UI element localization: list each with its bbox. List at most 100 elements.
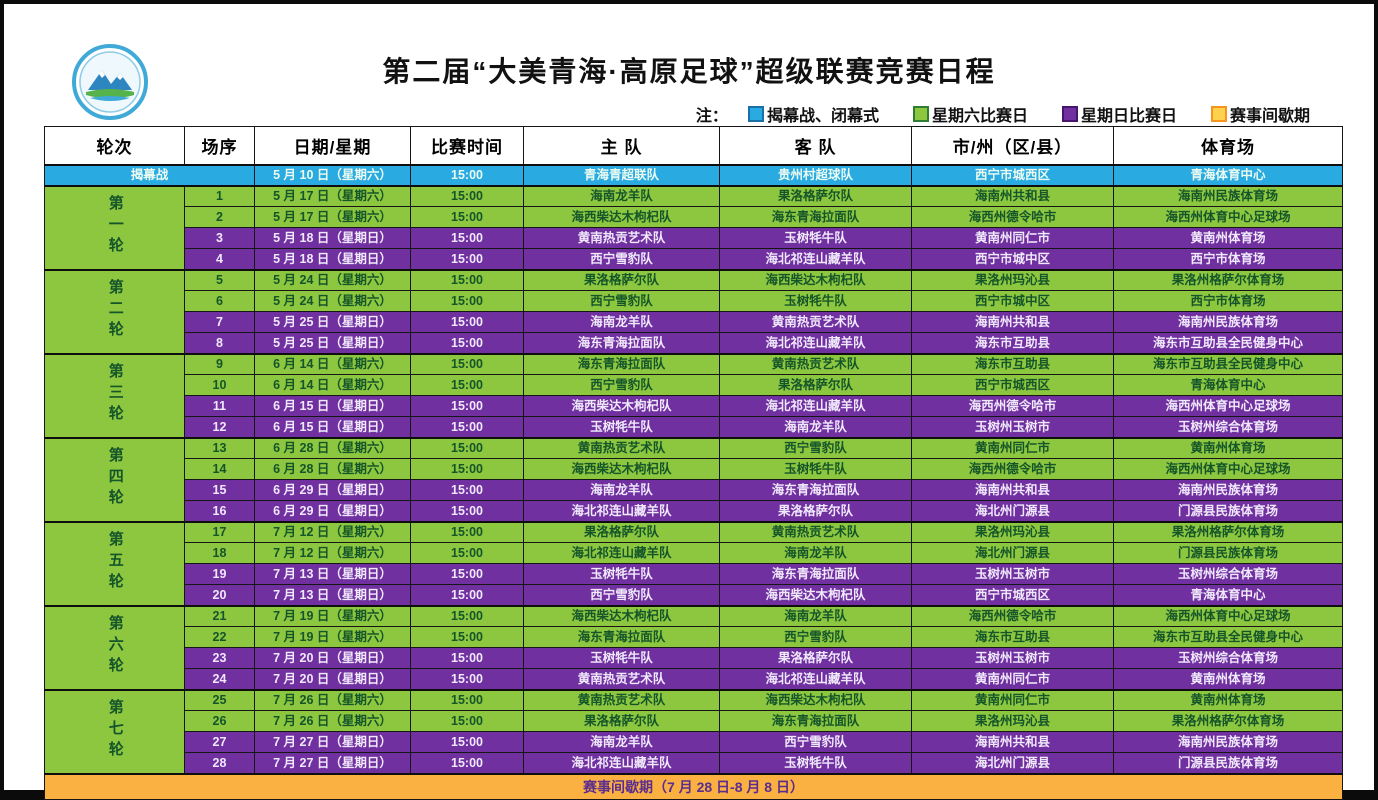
match-number-cell: 4 xyxy=(184,248,255,270)
match-number-cell: 6 xyxy=(184,290,255,312)
column-header: 主 队 xyxy=(523,126,720,165)
away-team-cell: 海东青海拉面队 xyxy=(719,206,912,228)
home-team-cell: 海南龙羊队 xyxy=(523,184,720,207)
round-label-cell: 第二轮 xyxy=(44,268,185,354)
match-row: 19 7 月 13 日（星期日） 15:00 玉树牦牛队 海东青海拉面队 玉树州玉树市 玉树… xyxy=(45,563,1343,585)
away-team-cell: 海东青海拉面队 xyxy=(719,479,912,501)
home-team-cell: 海南龙羊队 xyxy=(523,731,720,753)
date-cell: 7 月 19 日（星期六） xyxy=(254,626,411,648)
break-period-row: 赛事间歇期（7 月 28 日-8 月 8 日） xyxy=(44,772,1343,800)
time-cell: 15:00 xyxy=(410,710,524,732)
date-cell: 6 月 15 日（星期日） xyxy=(254,416,411,438)
match-row: 22 7 月 19 日（星期六） 15:00 海东青海拉面队 西宁雪豹队 海东市互助县 海东… xyxy=(45,626,1343,648)
away-team-cell: 果洛格萨尔队 xyxy=(719,647,912,669)
time-cell: 15:00 xyxy=(410,311,524,333)
away-team-cell: 海西柴达木枸杞队 xyxy=(719,688,912,711)
round-label: 第三轮 xyxy=(106,362,124,426)
match-row: 11 6 月 15 日（星期日） 15:00 海西柴达木枸杞队 海北祁连山藏羊队 海西州德… xyxy=(45,395,1343,417)
date-cell: 6 月 14 日（星期六） xyxy=(254,352,411,375)
schedule-table: 轮次 场序 日期/星期 比赛时间主 队客 队市/州（区/县） 体育场 揭幕战 5 月 10… xyxy=(44,126,1343,800)
date-cell: 7 月 26 日（星期六） xyxy=(254,710,411,732)
legend-note-label: 注： xyxy=(695,108,728,125)
location-cell: 海北州门源县 xyxy=(911,542,1114,564)
time-cell: 15:00 xyxy=(410,436,524,459)
venue-cell: 海南州民族体育场 xyxy=(1113,311,1343,333)
date-cell: 7 月 27 日（星期日） xyxy=(254,752,411,774)
match-number-cell: 17 xyxy=(184,520,255,543)
location-cell: 海东市互助县 xyxy=(911,332,1114,354)
time-cell: 15:00 xyxy=(410,626,524,648)
round-label: 第一轮 xyxy=(106,194,124,258)
time-cell: 15:00 xyxy=(410,563,524,585)
match-row: 15 6 月 29 日（星期日） 15:00 海南龙羊队 海东青海拉面队 海南州共和县 海南… xyxy=(45,479,1343,501)
date-cell: 5 月 24 日（星期六） xyxy=(254,268,411,291)
time-cell: 15:00 xyxy=(410,500,524,522)
location-cell: 西宁市城西区 xyxy=(911,374,1114,396)
away-team-cell: 玉树牦牛队 xyxy=(719,458,912,480)
match-number-cell: 14 xyxy=(184,458,255,480)
time-cell: 15:00 xyxy=(410,731,524,753)
away-team-cell: 玉树牦牛队 xyxy=(719,227,912,249)
round-label: 第二轮 xyxy=(106,278,124,342)
date-cell: 7 月 19 日（星期六） xyxy=(254,604,411,627)
time-cell: 15:00 xyxy=(410,688,524,711)
league-logo xyxy=(72,44,148,120)
home-team-cell: 海东青海拉面队 xyxy=(523,626,720,648)
match-number-cell: 3 xyxy=(184,227,255,249)
home-team-cell: 黄南热贡艺术队 xyxy=(523,227,720,249)
match-number-cell: 19 xyxy=(184,563,255,585)
away-team-cell: 海南龙羊队 xyxy=(719,604,912,627)
away-team-cell: 黄南热贡艺术队 xyxy=(719,311,912,333)
match-row: 10 6 月 14 日（星期六） 15:00 西宁雪豹队 果洛格萨尔队 西宁市城西区 青海体… xyxy=(45,374,1343,396)
location-cell: 海南州共和县 xyxy=(911,184,1114,207)
legend-item-label: 赛事间歇期 xyxy=(1229,108,1310,125)
time-cell: 15:00 xyxy=(410,184,524,207)
date-cell: 5 月 10 日（星期六） xyxy=(254,163,411,186)
home-team-cell: 西宁雪豹队 xyxy=(523,584,720,606)
away-team-cell: 果洛格萨尔队 xyxy=(719,184,912,207)
match-number-cell: 24 xyxy=(184,668,255,690)
home-team-cell: 海东青海拉面队 xyxy=(523,352,720,375)
page-title: 第二届“大美青海·高原足球”超级联赛竞赛日程 xyxy=(382,56,996,87)
match-row: 第二轮 5 5 月 24 日（星期六） 15:00 果洛格萨尔队 海西柴达木枸杞队 果洛州玛… xyxy=(44,268,1343,354)
location-cell: 海北州门源县 xyxy=(911,752,1114,774)
home-team-cell: 黄南热贡艺术队 xyxy=(523,688,720,711)
venue-cell: 海东市互助县全民健身中心 xyxy=(1113,352,1343,375)
round-label: 第五轮 xyxy=(106,530,124,594)
venue-cell: 门源县民族体育场 xyxy=(1113,542,1343,564)
date-cell: 7 月 20 日（星期日） xyxy=(254,647,411,669)
opening-label-cell: 揭幕战 xyxy=(44,163,255,186)
venue-cell: 黄南州体育场 xyxy=(1113,436,1343,459)
location-cell: 玉树州玉树市 xyxy=(911,563,1114,585)
match-number-cell: 23 xyxy=(184,647,255,669)
page-header: 第二届“大美青海·高原足球”超级联赛竞赛日程 注： 揭幕战、闭幕式 星期六比赛日 星… xyxy=(4,4,1374,125)
location-cell: 果洛州玛沁县 xyxy=(911,520,1114,543)
location-cell: 海南州共和县 xyxy=(911,731,1114,753)
time-cell: 15:00 xyxy=(410,206,524,228)
round-label-cell: 第三轮 xyxy=(44,352,185,438)
venue-cell: 果洛州格萨尔体育场 xyxy=(1113,710,1343,732)
date-cell: 6 月 28 日（星期六） xyxy=(254,436,411,459)
match-number-cell: 9 xyxy=(184,352,255,375)
column-header: 轮次 xyxy=(44,126,185,165)
home-team-cell: 西宁雪豹队 xyxy=(523,248,720,270)
date-cell: 6 月 14 日（星期六） xyxy=(254,374,411,396)
legend-item-1: 星期六比赛日 xyxy=(912,102,1028,126)
time-cell: 15:00 xyxy=(410,395,524,417)
away-team-cell: 海西柴达木枸杞队 xyxy=(719,584,912,606)
table-header-row: 轮次 场序 日期/星期 比赛时间主 队客 队市/州（区/县） 体育场 xyxy=(44,126,1343,165)
venue-cell: 果洛州格萨尔体育场 xyxy=(1113,268,1343,291)
venue-cell: 海西州体育中心足球场 xyxy=(1113,604,1343,627)
match-number-cell: 10 xyxy=(184,374,255,396)
legend-item-3: 赛事间歇期 xyxy=(1210,102,1310,126)
home-team-cell: 海西柴达木枸杞队 xyxy=(523,604,720,627)
venue-cell: 西宁市体育场 xyxy=(1113,248,1343,270)
date-cell: 6 月 29 日（星期日） xyxy=(254,500,411,522)
date-cell: 5 月 17 日（星期六） xyxy=(254,206,411,228)
round-label-cell: 第六轮 xyxy=(44,604,185,690)
home-team-cell: 海西柴达木枸杞队 xyxy=(523,458,720,480)
match-row: 16 6 月 29 日（星期日） 15:00 海北祁连山藏羊队 果洛格萨尔队 海北州门源县… xyxy=(45,500,1343,522)
